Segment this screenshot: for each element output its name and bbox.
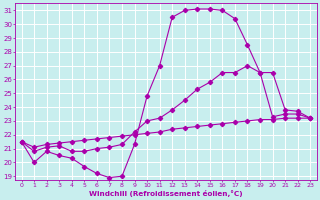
X-axis label: Windchill (Refroidissement éolien,°C): Windchill (Refroidissement éolien,°C) bbox=[89, 190, 243, 197]
